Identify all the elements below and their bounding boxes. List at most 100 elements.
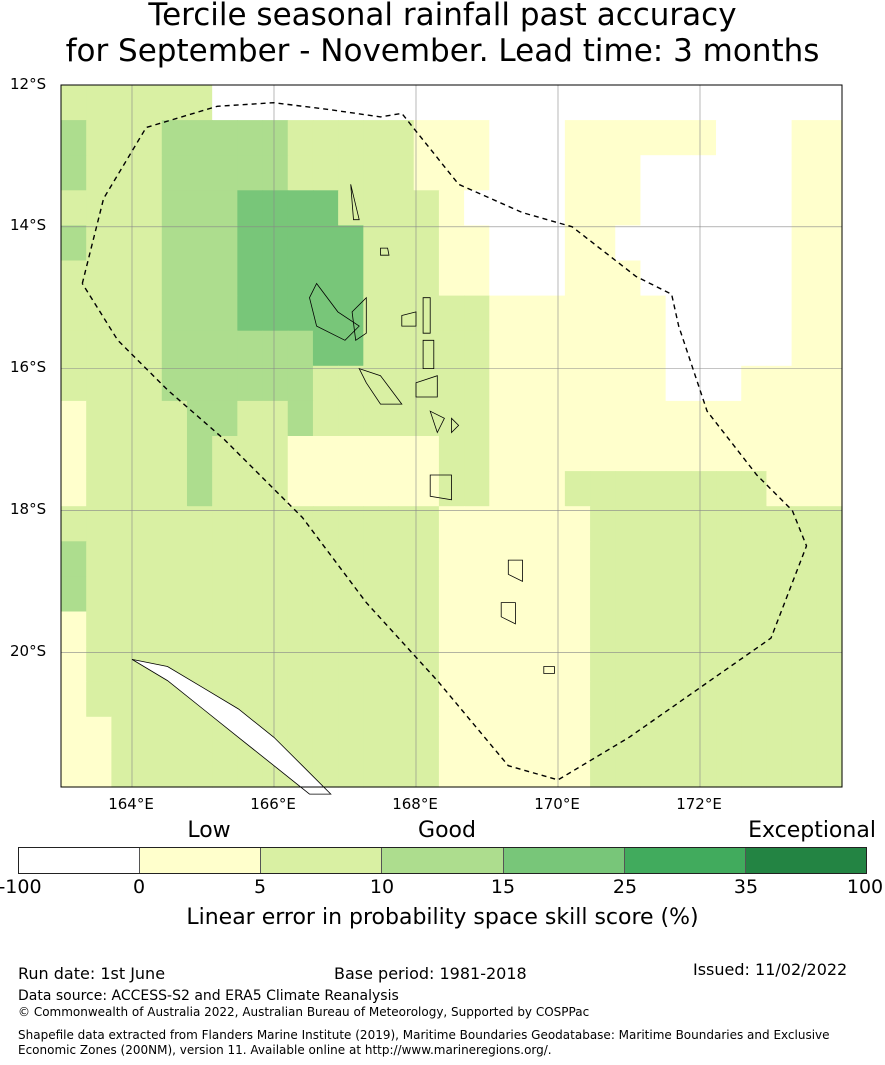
skill-cell xyxy=(287,611,314,648)
skill-cell xyxy=(716,330,742,367)
skill-cell xyxy=(640,611,667,648)
skill-cell xyxy=(212,400,238,437)
skill-cell xyxy=(564,681,591,718)
skill-cell xyxy=(539,611,566,648)
skill-cell xyxy=(312,471,339,507)
island-outline xyxy=(309,282,360,341)
skill-cell xyxy=(590,295,616,332)
skill-cell xyxy=(665,471,692,507)
lon-label-168e: 168°E xyxy=(392,795,438,813)
skill-cell xyxy=(539,365,566,402)
island-outline xyxy=(500,602,516,625)
skill-cell xyxy=(766,576,793,613)
skill-cell xyxy=(489,365,516,402)
skill-cell xyxy=(690,541,717,577)
skill-cell xyxy=(514,716,541,753)
skill-cell xyxy=(262,400,289,437)
skill-cell xyxy=(262,506,289,542)
skill-cell xyxy=(665,330,692,367)
skill-cell xyxy=(514,260,541,297)
skill-cell xyxy=(136,260,163,297)
skill-cell xyxy=(86,295,112,332)
skill-cell xyxy=(338,365,364,402)
skill-cell xyxy=(312,190,339,226)
skill-cell xyxy=(363,716,390,753)
skill-cell xyxy=(791,400,818,437)
skill-cell xyxy=(716,400,742,437)
skill-cell xyxy=(161,330,188,367)
skill-cell xyxy=(61,85,87,121)
skill-cell xyxy=(464,646,490,683)
skill-cell xyxy=(111,365,138,402)
skill-grid xyxy=(61,85,843,788)
skill-cell xyxy=(690,260,717,297)
skill-cell xyxy=(640,681,667,718)
skill-cell xyxy=(413,681,440,718)
skill-cell xyxy=(262,330,289,367)
skill-cell xyxy=(590,646,616,683)
skill-cell xyxy=(212,751,238,788)
skill-cell xyxy=(338,330,364,367)
skill-cell xyxy=(363,190,390,226)
skill-cell xyxy=(287,330,314,367)
skill-cell xyxy=(186,295,213,332)
skill-cell xyxy=(640,260,667,297)
skill-cell xyxy=(716,611,742,648)
skill-cell xyxy=(312,260,339,297)
data-source: Data source: ACCESS-S2 and ERA5 Climate … xyxy=(18,988,399,1004)
skill-cell xyxy=(766,155,793,191)
skill-cell xyxy=(312,541,339,577)
skill-cell xyxy=(388,85,415,121)
lat-label-12s: 12°S xyxy=(10,75,47,93)
skill-cell xyxy=(262,541,289,577)
skill-cell xyxy=(665,365,692,402)
skill-cell xyxy=(388,716,415,753)
skill-cell xyxy=(161,155,188,191)
skill-cell xyxy=(564,155,591,191)
skill-cell xyxy=(86,190,112,226)
skill-cell xyxy=(690,611,717,648)
skill-cell xyxy=(212,330,238,367)
skill-cell xyxy=(262,120,289,156)
skill-cell xyxy=(464,400,490,437)
skill-cell xyxy=(615,716,642,753)
skill-cell xyxy=(312,681,339,718)
skill-cell xyxy=(615,506,642,542)
skill-cell xyxy=(363,541,390,577)
skill-cell xyxy=(312,365,339,402)
colorbar-segment-6 xyxy=(624,848,746,873)
skill-cell xyxy=(287,506,314,542)
skill-cell xyxy=(564,751,591,788)
skill-cell xyxy=(514,190,541,226)
skill-cell xyxy=(564,576,591,613)
skill-cell xyxy=(665,190,692,226)
skill-cell xyxy=(791,85,818,121)
skill-cell xyxy=(262,611,289,648)
skill-cell xyxy=(539,751,566,788)
skill-cell xyxy=(741,751,768,788)
skill-cell xyxy=(615,225,642,262)
skill-cell xyxy=(237,190,264,226)
skill-cell xyxy=(766,260,793,297)
skill-cell xyxy=(716,576,742,613)
skill-cell xyxy=(741,365,768,402)
skill-cell xyxy=(287,365,314,402)
skill-cell xyxy=(363,330,390,367)
skill-cell xyxy=(136,471,163,507)
colorbar-tick: 35 xyxy=(733,876,759,898)
skill-cell xyxy=(413,120,440,156)
skill-cell xyxy=(136,155,163,191)
skill-cell xyxy=(741,120,768,156)
lat-label-14s: 14°S xyxy=(10,216,47,234)
skill-cell xyxy=(615,576,642,613)
skill-cell xyxy=(338,260,364,297)
skill-cell xyxy=(791,225,818,262)
island-outline xyxy=(380,247,390,256)
skill-cell xyxy=(514,576,541,613)
skill-cell xyxy=(287,190,314,226)
skill-cell xyxy=(816,155,843,191)
skill-cell xyxy=(741,716,768,753)
skill-cell xyxy=(61,471,87,507)
skill-cell xyxy=(438,576,465,613)
skill-cell xyxy=(61,400,87,437)
